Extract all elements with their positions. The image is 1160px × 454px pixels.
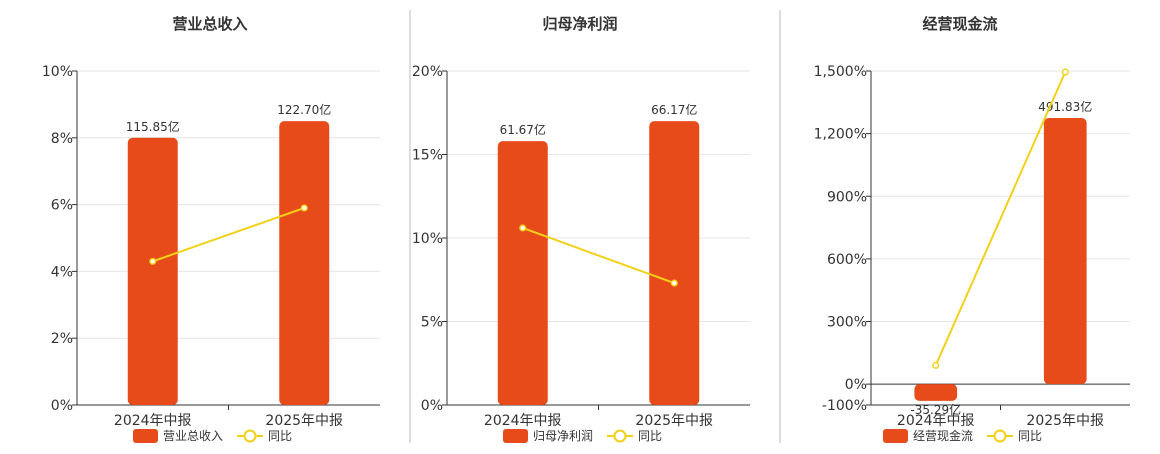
legend-swatch-marker: [993, 429, 1007, 443]
bar: [914, 384, 958, 401]
y-tick-label: 1,500%: [814, 64, 867, 80]
bar: [497, 141, 548, 405]
bar-data-label: 491.83亿: [1038, 99, 1092, 114]
yoy-line: [152, 206, 305, 263]
bar-data-label: -35.29亿: [910, 402, 961, 417]
yoy-point: [670, 279, 678, 287]
legend-swatch-marker: [243, 429, 257, 443]
yoy-point: [300, 204, 308, 212]
y-tick-label: 8%: [51, 131, 73, 147]
chart-title: 归母净利润: [542, 15, 617, 33]
x-tick-label: 2024年中报: [484, 413, 562, 429]
x-tick-label: 2024年中报: [114, 413, 192, 429]
legend-swatch-bar: [883, 429, 908, 443]
y-tick-label: 300%: [827, 315, 867, 331]
legend-label-yoy: 同比: [638, 429, 662, 443]
x-tick-label: 2025年中报: [1026, 413, 1104, 429]
yoy-line: [522, 227, 675, 285]
y-tick-label: 600%: [827, 252, 867, 268]
legend-label-bar: 营业总收入: [163, 429, 223, 443]
y-tick-label: 0%: [51, 398, 73, 414]
x-tick-label: 2025年中报: [635, 413, 713, 429]
y-tick-label: 0%: [421, 398, 443, 414]
x-tick-label: 2024年中报: [897, 413, 975, 429]
bar: [279, 121, 330, 405]
chart-title: 营业总收入: [172, 15, 247, 33]
yoy-point: [519, 224, 527, 232]
bar: [127, 137, 178, 406]
y-tick-label: 6%: [51, 198, 73, 214]
bar-data-label: 61.67亿: [500, 122, 546, 137]
y-tick-label: -100%: [822, 398, 867, 414]
bar-data-label: 122.70亿: [277, 102, 331, 117]
x-tick-label: 2025年中报: [265, 413, 343, 429]
bar-data-label: 66.17亿: [651, 102, 697, 117]
legend-swatch-bar: [503, 429, 528, 443]
yoy-point: [1061, 68, 1069, 76]
y-tick-label: 10%: [412, 231, 443, 247]
legend-label-yoy: 同比: [268, 429, 292, 443]
y-tick-label: 20%: [412, 64, 443, 80]
legend-label-bar: 经营现金流: [913, 428, 973, 443]
y-tick-label: 900%: [827, 189, 867, 205]
bar: [1043, 117, 1087, 385]
yoy-point: [149, 257, 157, 265]
y-tick-label: 10%: [42, 64, 73, 80]
bar-data-label: 115.85亿: [126, 119, 180, 134]
y-tick-label: 4%: [51, 264, 73, 280]
y-tick-label: 1,200%: [814, 127, 867, 143]
y-tick-label: 2%: [51, 331, 73, 347]
y-tick-label: 5%: [421, 315, 443, 331]
legend-swatch-bar: [133, 429, 158, 443]
legend-label-bar: 归母净利润: [533, 429, 593, 443]
yoy-line: [934, 71, 1067, 366]
legend-swatch-marker: [613, 429, 627, 443]
y-tick-label: 0%: [845, 377, 867, 393]
bar: [649, 121, 700, 405]
chart-title: 经营现金流: [922, 15, 997, 33]
legend-label-yoy: 同比: [1018, 429, 1042, 443]
yoy-point: [932, 361, 940, 369]
y-tick-label: 15%: [412, 148, 443, 164]
